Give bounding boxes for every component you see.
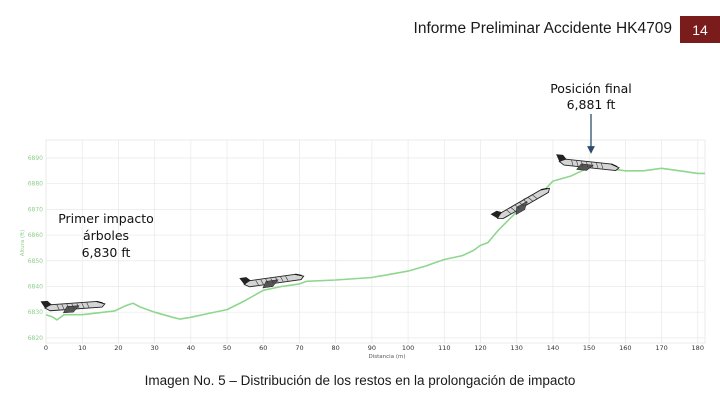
plot-area-frame: [45, 139, 706, 344]
figure-caption: Imagen No. 5 – Distribución de los resto…: [144, 373, 576, 388]
aircraft-wreckage-icon: [556, 154, 620, 171]
final-position-label-line1: Posición final: [550, 81, 632, 96]
aircraft-wreckage-icon: [239, 273, 305, 289]
y-tick-label: 6870: [28, 206, 43, 213]
first-impact-label-line1: Primer impacto: [58, 211, 154, 226]
x-tick-label: 10: [78, 344, 86, 352]
y-tick-label: 6820: [28, 335, 43, 342]
y-tick-label: 6890: [28, 155, 43, 162]
aircraft-wreckage-icon: [490, 187, 551, 219]
x-tick-label: 70: [295, 344, 303, 352]
annotation-layer: Primer impacto árboles 6,830 ft Posición…: [58, 81, 632, 260]
report-title: Informe Preliminar Accidente HK4709: [413, 20, 672, 37]
y-tick-label: 6860: [28, 232, 43, 239]
wreckage-layer: [40, 154, 620, 314]
x-tick-label: 80: [332, 344, 340, 352]
x-tick-label: 20: [114, 344, 122, 352]
y-tick-label: 6830: [28, 309, 43, 316]
x-tick-label: 130: [511, 344, 523, 352]
y-tick-label: 6840: [28, 283, 43, 290]
page-number-badge: 14: [680, 16, 720, 43]
x-tick-label: 100: [402, 344, 414, 352]
x-tick-label: 40: [187, 344, 195, 352]
x-tick-label: 160: [619, 344, 631, 352]
x-tick-label: 140: [547, 344, 559, 352]
final-position-label-line2: 6,881 ft: [567, 97, 616, 112]
x-tick-label: 170: [655, 344, 667, 352]
x-tick-label: 30: [150, 344, 158, 352]
x-axis-label: Distancia (m): [369, 354, 406, 360]
elevation-profile-line: [45, 164, 705, 321]
y-tick-label: 6880: [28, 181, 43, 188]
x-tick-label: 50: [223, 344, 231, 352]
x-tick-label: 110: [438, 344, 450, 352]
x-tick-label: 0: [44, 344, 48, 352]
x-tick-label: 150: [583, 344, 595, 352]
axes: 6820 6830 6840 6850 6860 6870 6880 6890 0 10 20 30 4…: [28, 155, 704, 352]
profile-line-layer: [45, 164, 705, 321]
x-tick-label: 120: [474, 344, 486, 352]
y-axis-label: Altura (ft): [20, 230, 26, 257]
x-tick-label: 60: [259, 344, 267, 352]
first-impact-label-line2: árboles: [83, 228, 129, 243]
grid: [45, 139, 706, 344]
x-tick-label: 90: [368, 344, 376, 352]
y-tick-label: 6850: [28, 258, 43, 265]
x-tick-label: 180: [692, 344, 704, 352]
aircraft-wreckage-icon: [40, 300, 106, 314]
first-impact-label-line3: 6,830 ft: [82, 245, 131, 260]
